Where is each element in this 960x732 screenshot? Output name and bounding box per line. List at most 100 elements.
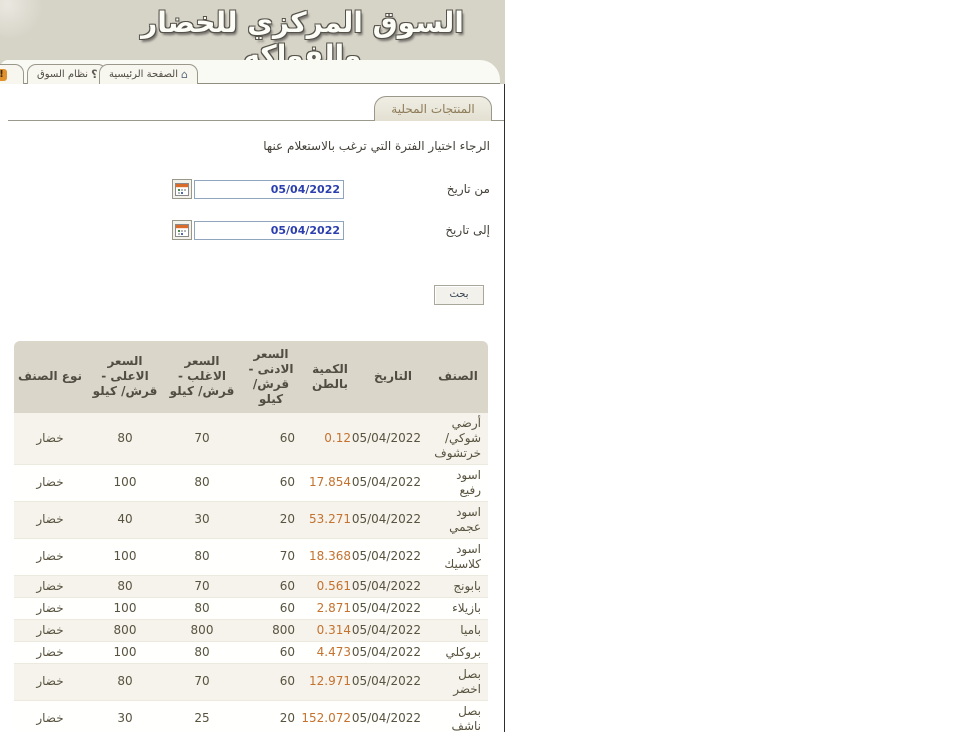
cell-date: 05/04/2022 — [352, 641, 428, 664]
cell-qty: 53.271 — [302, 501, 358, 539]
to-date-label: إلى تاريخ — [445, 223, 490, 237]
table-row: بصل اخضر 05/04/2022 12.971 60 70 80 خضار — [14, 663, 488, 701]
cell-type: خضار — [14, 538, 86, 576]
cell-mode-price: 30 — [164, 501, 240, 539]
question-icon: ؟ — [91, 68, 98, 81]
cell-min-price: 800 — [240, 619, 302, 642]
cell-min-price: 60 — [240, 597, 302, 620]
cell-date: 05/04/2022 — [352, 412, 428, 465]
cell-date: 05/04/2022 — [352, 663, 428, 701]
tab-market-system-label: نظام السوق — [37, 69, 89, 80]
section-head: المنتجات المحلية — [8, 84, 504, 121]
cell-max-price: 100 — [86, 641, 164, 664]
cell-date: 05/04/2022 — [352, 501, 428, 539]
table-row: بازيلاء 05/04/2022 2.871 60 80 100 خضار — [14, 597, 488, 620]
cell-date: 05/04/2022 — [352, 700, 428, 732]
cell-item: أرضي شوكي/ خرتشوف — [428, 412, 488, 465]
cell-mode-price: 70 — [164, 412, 240, 465]
table-row: بابونج 05/04/2022 0.561 60 70 80 خضار — [14, 575, 488, 598]
cell-min-price: 60 — [240, 412, 302, 465]
cell-type: خضار — [14, 575, 86, 598]
prices-table: الصنف التاريخ الكمية بالطن السعر الادنى … — [14, 340, 488, 732]
cell-max-price: 80 — [86, 575, 164, 598]
price-table-body: أرضي شوكي/ خرتشوف 05/04/2022 0.12 60 70 80 خضا… — [14, 412, 488, 732]
cell-max-price: 100 — [86, 597, 164, 620]
search-button[interactable]: بحث — [434, 284, 484, 305]
from-date-label: من تاريخ — [446, 182, 490, 196]
to-date-row: إلى تاريخ — [0, 220, 490, 240]
cell-min-price: 60 — [240, 663, 302, 701]
to-date-input[interactable] — [194, 220, 344, 240]
table-row: اسود عجمي 05/04/2022 53.271 20 30 40 خضار — [14, 501, 488, 539]
cell-min-price: 60 — [240, 641, 302, 664]
tab-home-label: الصفحة الرئيسية — [109, 69, 178, 80]
tab-market-system[interactable]: ؟ نظام السوق — [27, 64, 108, 84]
cell-type: خضار — [14, 619, 86, 642]
cell-qty: 0.314 — [302, 619, 358, 642]
cell-type: خضار — [14, 464, 86, 502]
cell-date: 05/04/2022 — [352, 597, 428, 620]
header-type: نوع الصنف — [14, 340, 86, 413]
site-title: السوق المركزي للخضار والفواكه — [141, 6, 464, 60]
cell-date: 05/04/2022 — [352, 538, 428, 576]
table-row: أرضي شوكي/ خرتشوف 05/04/2022 0.12 60 70 80 خضا… — [14, 412, 488, 465]
from-date-input[interactable] — [194, 179, 344, 199]
cell-qty: 2.871 — [302, 597, 358, 620]
cell-mode-price: 800 — [164, 619, 240, 642]
from-calendar-button[interactable] — [172, 179, 192, 199]
cell-item: بصل ناشف — [428, 700, 488, 732]
table-row: اسود رفيع 05/04/2022 17.854 60 80 100 خضار — [14, 464, 488, 502]
app-window: السوق المركزي للخضار والفواكه ! ؟ نظام ا… — [0, 0, 505, 732]
cell-item: بصل اخضر — [428, 663, 488, 701]
masthead: السوق المركزي للخضار والفواكه — [0, 0, 505, 60]
cell-item: اسود رفيع — [428, 464, 488, 502]
header-qty: الكمية بالطن — [302, 340, 358, 413]
cell-item: اسود كلاسيك — [428, 538, 488, 576]
header-date: التاريخ — [358, 340, 428, 413]
cell-date: 05/04/2022 — [352, 575, 428, 598]
table-row: باميا 05/04/2022 0.314 800 800 800 خضار — [14, 619, 488, 642]
cell-mode-price: 80 — [164, 464, 240, 502]
cell-mode-price: 80 — [164, 597, 240, 620]
cell-min-price: 60 — [240, 464, 302, 502]
cell-item: بروكلي — [428, 641, 488, 664]
cell-type: خضار — [14, 700, 86, 732]
cell-type: خضار — [14, 597, 86, 620]
cell-qty: 12.971 — [302, 663, 358, 701]
period-instruction: الرجاء اختيار الفترة التي ترغب بالاستعلا… — [263, 139, 490, 153]
cell-mode-price: 80 — [164, 641, 240, 664]
cell-type: خضار — [14, 412, 86, 465]
main-content: المنتجات المحلية الرجاء اختيار الفترة ال… — [0, 84, 505, 732]
cell-max-price: 80 — [86, 663, 164, 701]
from-date-group — [172, 179, 344, 199]
table-row: بصل ناشف 05/04/2022 152.072 20 25 30 خضار — [14, 700, 488, 732]
table-row: اسود كلاسيك 05/04/2022 18.368 70 80 100 خضار — [14, 538, 488, 576]
cell-date: 05/04/2022 — [352, 619, 428, 642]
tab-home[interactable]: ⌂ الصفحة الرئيسية — [99, 64, 198, 84]
exclamation-icon: ! — [0, 68, 7, 81]
cell-qty: 0.12 — [302, 412, 358, 465]
header-min-price: السعر الادنى - قرش/ كيلو — [240, 340, 302, 413]
cell-mode-price: 80 — [164, 538, 240, 576]
cell-qty: 17.854 — [302, 464, 358, 502]
cell-mode-price: 25 — [164, 700, 240, 732]
cell-min-price: 70 — [240, 538, 302, 576]
header-max-price: السعر الاعلى - قرش/ كيلو — [86, 340, 164, 413]
cell-item: بابونج — [428, 575, 488, 598]
cell-qty: 4.473 — [302, 641, 358, 664]
cell-max-price: 30 — [86, 700, 164, 732]
calendar-icon — [175, 183, 189, 196]
tab-local-products[interactable]: المنتجات المحلية — [374, 96, 492, 121]
cell-type: خضار — [14, 641, 86, 664]
cell-qty: 18.368 — [302, 538, 358, 576]
cell-max-price: 100 — [86, 538, 164, 576]
home-icon: ⌂ — [181, 68, 188, 81]
cell-min-price: 60 — [240, 575, 302, 598]
from-date-row: من تاريخ — [0, 179, 490, 199]
cell-max-price: 80 — [86, 412, 164, 465]
cell-qty: 0.561 — [302, 575, 358, 598]
cell-min-price: 20 — [240, 501, 302, 539]
tab-alert[interactable]: ! — [0, 64, 24, 84]
to-calendar-button[interactable] — [172, 220, 192, 240]
cell-date: 05/04/2022 — [352, 464, 428, 502]
